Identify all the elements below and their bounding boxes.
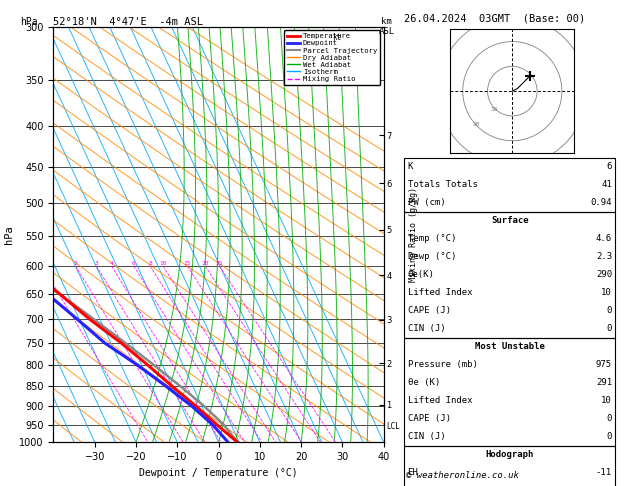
Text: 26.04.2024  03GMT  (Base: 00): 26.04.2024 03GMT (Base: 00): [404, 14, 586, 24]
Text: kt: kt: [333, 33, 342, 42]
Text: 10: 10: [159, 261, 167, 266]
Text: 10: 10: [601, 288, 612, 297]
Text: CIN (J): CIN (J): [408, 324, 445, 333]
Text: 0: 0: [606, 324, 612, 333]
Text: CIN (J): CIN (J): [408, 432, 445, 441]
Text: EH: EH: [408, 468, 418, 477]
Text: Most Unstable: Most Unstable: [475, 342, 545, 351]
Text: 4: 4: [109, 261, 113, 266]
Text: 41: 41: [601, 180, 612, 190]
Text: Surface: Surface: [491, 216, 528, 226]
Text: 0.94: 0.94: [591, 198, 612, 208]
Text: 6: 6: [132, 261, 136, 266]
Text: Hodograph: Hodograph: [486, 450, 534, 459]
Text: 10: 10: [601, 396, 612, 405]
Text: 2: 2: [74, 261, 77, 266]
X-axis label: Dewpoint / Temperature (°C): Dewpoint / Temperature (°C): [139, 468, 298, 478]
Text: Dewp (°C): Dewp (°C): [408, 252, 456, 261]
Text: Temp (°C): Temp (°C): [408, 234, 456, 243]
Text: 52°18'N  4°47'E  -4m ASL: 52°18'N 4°47'E -4m ASL: [53, 17, 203, 27]
Legend: Temperature, Dewpoint, Parcel Trajectory, Dry Adiabat, Wet Adiabat, Isotherm, Mi: Temperature, Dewpoint, Parcel Trajectory…: [284, 30, 380, 85]
Text: 25: 25: [216, 261, 223, 266]
Text: 15: 15: [184, 261, 191, 266]
Text: Lifted Index: Lifted Index: [408, 396, 472, 405]
Text: Pressure (mb): Pressure (mb): [408, 360, 477, 369]
Text: PW (cm): PW (cm): [408, 198, 445, 208]
Text: θe(K): θe(K): [408, 270, 435, 279]
Text: 2.3: 2.3: [596, 252, 612, 261]
Text: 20: 20: [201, 261, 209, 266]
Text: 0: 0: [606, 432, 612, 441]
Text: Mixing Ratio (g/kg): Mixing Ratio (g/kg): [409, 187, 418, 282]
Text: 290: 290: [596, 270, 612, 279]
Text: 20: 20: [472, 122, 480, 127]
Text: 291: 291: [596, 378, 612, 387]
Y-axis label: hPa: hPa: [4, 225, 14, 244]
Text: CAPE (J): CAPE (J): [408, 306, 450, 315]
Text: 6: 6: [606, 162, 612, 172]
Text: 4.6: 4.6: [596, 234, 612, 243]
Text: 0: 0: [606, 414, 612, 423]
Text: 10: 10: [490, 107, 498, 112]
Text: © weatheronline.co.uk: © weatheronline.co.uk: [406, 471, 518, 480]
Text: hPa: hPa: [20, 17, 38, 27]
Text: Totals Totals: Totals Totals: [408, 180, 477, 190]
Text: Lifted Index: Lifted Index: [408, 288, 472, 297]
Text: 975: 975: [596, 360, 612, 369]
Text: 8: 8: [148, 261, 152, 266]
Text: θe (K): θe (K): [408, 378, 440, 387]
Text: 3: 3: [94, 261, 98, 266]
Text: 0: 0: [606, 306, 612, 315]
Text: K: K: [408, 162, 413, 172]
Text: LCL: LCL: [386, 422, 399, 431]
Text: CAPE (J): CAPE (J): [408, 414, 450, 423]
Text: km
ASL: km ASL: [379, 17, 395, 36]
Text: -11: -11: [596, 468, 612, 477]
